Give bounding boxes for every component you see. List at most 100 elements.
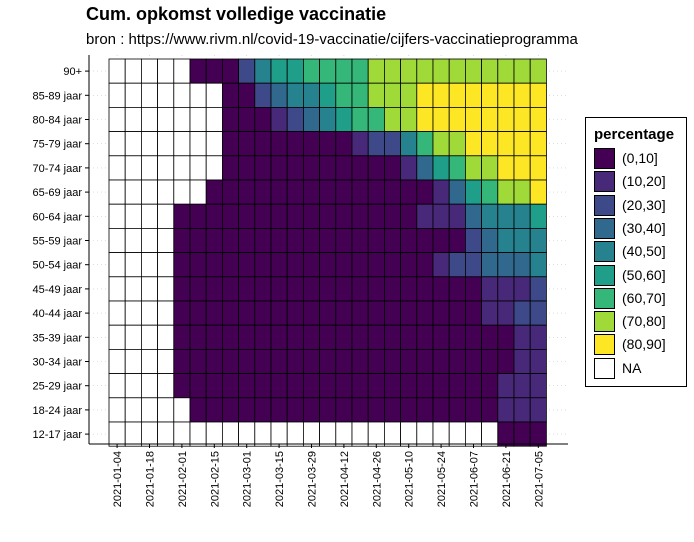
heatmap-cell (140, 324, 158, 350)
heatmap-cell (189, 252, 207, 278)
heatmap-cell (335, 58, 353, 84)
y-tick-label: 90+ (63, 66, 82, 78)
heatmap-cell (351, 397, 369, 423)
heatmap-cell (302, 227, 320, 253)
heatmap-cell (400, 58, 418, 84)
heatmap-cell (238, 300, 256, 326)
heatmap-cell (205, 373, 223, 399)
heatmap-cell (254, 155, 272, 181)
heatmap-cell (497, 324, 515, 350)
legend-label: (0,10] (622, 150, 658, 166)
heatmap-cell (481, 227, 499, 253)
heatmap-cell (124, 82, 142, 108)
heatmap-cell (481, 82, 499, 108)
heatmap-cell (270, 131, 288, 157)
heatmap-cell (254, 58, 272, 84)
heatmap-cell (497, 155, 515, 181)
heatmap-cell (367, 373, 385, 399)
heatmap-cell (286, 276, 304, 302)
heatmap-cell (367, 203, 385, 229)
heatmap-cell (302, 348, 320, 374)
heatmap-cell (335, 421, 353, 447)
heatmap-cell (221, 276, 239, 302)
heatmap-cell (351, 276, 369, 302)
heatmap-cell (189, 58, 207, 84)
heatmap-cell (448, 131, 466, 157)
heatmap-cell (270, 179, 288, 205)
heatmap-cell (108, 58, 126, 84)
heatmap-cell (367, 131, 385, 157)
heatmap-cell (286, 300, 304, 326)
heatmap-cell (238, 373, 256, 399)
heatmap-cell (335, 227, 353, 253)
heatmap-cell (529, 300, 547, 326)
heatmap-cell (173, 155, 191, 181)
heatmap-cell (335, 300, 353, 326)
heatmap-cell (416, 155, 434, 181)
heatmap-cell (173, 276, 191, 302)
heatmap-cell (319, 203, 337, 229)
heatmap-cell (529, 58, 547, 84)
y-tick-label: 60-64 jaar (32, 211, 82, 223)
heatmap-cell (513, 203, 531, 229)
heatmap-cell (124, 131, 142, 157)
heatmap-cell (416, 179, 434, 205)
heatmap-cell (464, 155, 482, 181)
heatmap-cell (464, 179, 482, 205)
heatmap-cell (238, 276, 256, 302)
heatmap-cell (286, 227, 304, 253)
legend-swatch (594, 241, 615, 263)
heatmap-cell (513, 373, 531, 399)
heatmap-cell (513, 397, 531, 423)
heatmap-cell (400, 107, 418, 133)
heatmap-cell (529, 252, 547, 278)
x-tick-label: 2021-04-12 (339, 451, 351, 507)
heatmap-cell (157, 131, 175, 157)
heatmap-cell (205, 107, 223, 133)
heatmap-cell (319, 300, 337, 326)
heatmap-cell (173, 324, 191, 350)
legend-swatch (594, 171, 615, 193)
heatmap-cell (513, 227, 531, 253)
heatmap-cell (286, 348, 304, 374)
heatmap-cell (448, 179, 466, 205)
x-tick-label: 2021-06-21 (501, 451, 513, 507)
heatmap-cell (367, 155, 385, 181)
heatmap-cell (173, 252, 191, 278)
heatmap-cell (335, 348, 353, 374)
heatmap-cell (400, 373, 418, 399)
heatmap-cell (367, 58, 385, 84)
heatmap-cell (124, 107, 142, 133)
heatmap-cell (221, 155, 239, 181)
x-tick-label: 2021-01-04 (112, 451, 124, 507)
heatmap-cell (286, 252, 304, 278)
heatmap-cell (189, 155, 207, 181)
x-tick-label: 2021-05-10 (404, 451, 416, 507)
heatmap-cell (432, 421, 450, 447)
heatmap-cell (448, 300, 466, 326)
heatmap-cell (173, 107, 191, 133)
heatmap-cell (351, 58, 369, 84)
heatmap-cell (481, 131, 499, 157)
heatmap-cell (432, 300, 450, 326)
heatmap-cell (464, 107, 482, 133)
heatmap-cell (302, 276, 320, 302)
heatmap-cell (221, 107, 239, 133)
heatmap-cell (254, 397, 272, 423)
heatmap-cell (335, 155, 353, 181)
heatmap-cell (416, 203, 434, 229)
heatmap-cell (448, 203, 466, 229)
heatmap-cell (351, 227, 369, 253)
heatmap-cell (529, 203, 547, 229)
heatmap-cell (140, 107, 158, 133)
legend-label: (70,80] (622, 313, 666, 330)
heatmap-cell (448, 397, 466, 423)
heatmap-cell (529, 131, 547, 157)
heatmap-cell (302, 203, 320, 229)
heatmap-cell (124, 155, 142, 181)
y-tick-label: 18-24 jaar (32, 405, 82, 417)
heatmap-cell (497, 227, 515, 253)
heatmap-cell (286, 58, 304, 84)
legend-label: (40,50] (622, 243, 666, 260)
heatmap-cell (319, 421, 337, 447)
